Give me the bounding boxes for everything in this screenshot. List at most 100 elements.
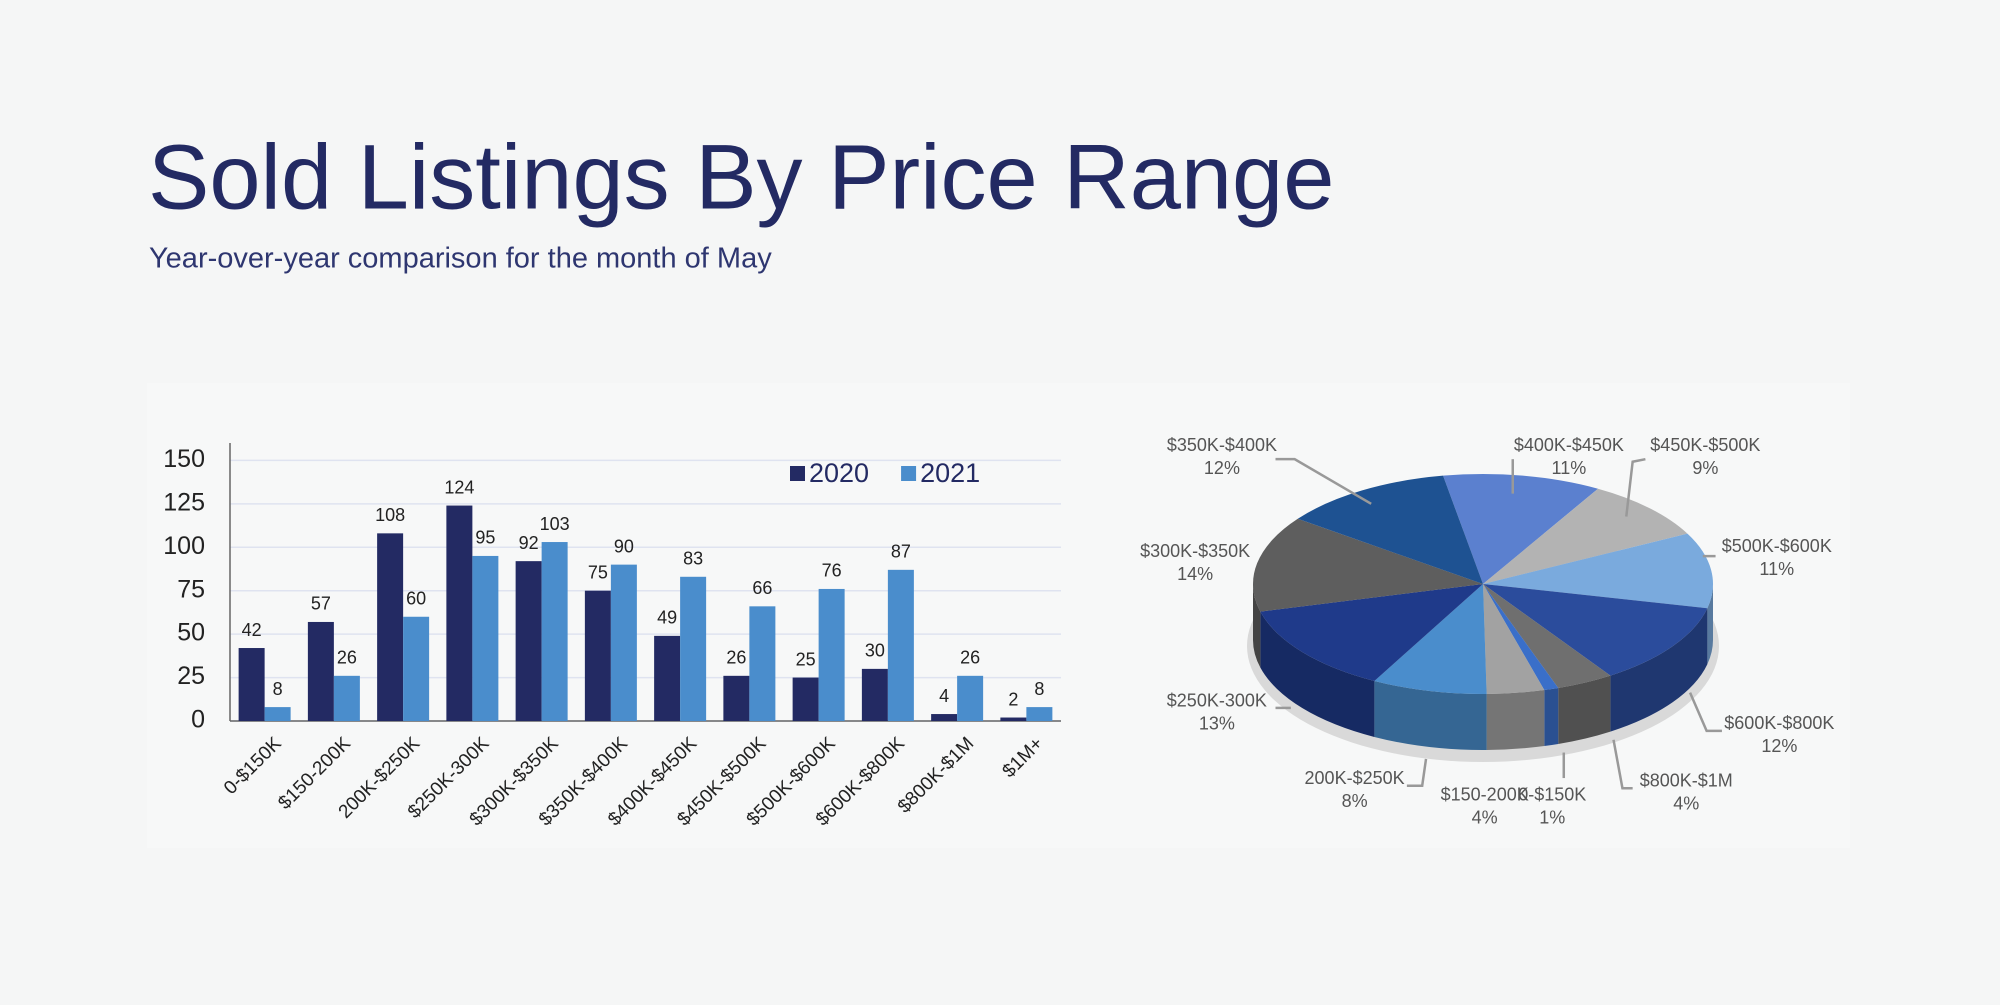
data-label: 75 [588, 562, 608, 582]
data-label: 124 [444, 477, 474, 497]
pie-percent: 13% [1199, 713, 1235, 733]
data-label: 2 [1008, 689, 1018, 709]
y-tick-label: 75 [177, 575, 205, 603]
pie-label: $450K-$500K [1650, 435, 1760, 455]
bar [515, 561, 542, 721]
bar [238, 648, 265, 721]
pie-slice-side [1707, 584, 1713, 665]
pie-slice [1260, 584, 1483, 681]
bar [654, 635, 681, 721]
pie-slice-side [1610, 608, 1708, 732]
data-label: 76 [822, 561, 842, 581]
pie-label: $500K-$600K [1722, 536, 1832, 556]
data-label: 66 [752, 578, 772, 598]
pie-slice-side [1558, 675, 1611, 744]
legend-label: 2020 [809, 458, 869, 488]
pie-percent: 11% [1552, 458, 1587, 478]
bar [307, 621, 334, 721]
bar [680, 576, 707, 721]
leader-line [1688, 692, 1722, 733]
pie-slice [1443, 474, 1598, 584]
data-label: 25 [796, 649, 816, 669]
bar [584, 590, 611, 721]
pie-slice [1483, 533, 1713, 609]
title: Sold Listings By Price Range [148, 126, 1334, 228]
bar [377, 533, 404, 721]
bar [861, 668, 888, 721]
bar [1000, 717, 1027, 721]
bar [403, 616, 430, 721]
y-tick-label: 0 [191, 706, 205, 734]
y-tick-label: 150 [163, 445, 205, 473]
data-label: 108 [375, 505, 405, 525]
bar [792, 677, 819, 721]
data-label: 26 [960, 648, 980, 668]
pie-slice [1297, 475, 1483, 584]
data-label: 57 [311, 594, 331, 614]
pie-slice [1483, 488, 1688, 584]
legend-swatch [790, 466, 805, 481]
data-label: 90 [614, 536, 634, 556]
bar [723, 675, 750, 721]
leader-line [1275, 457, 1372, 505]
bar [1026, 707, 1053, 721]
y-tick-label: 50 [177, 619, 205, 647]
bar [749, 606, 776, 721]
bar [957, 675, 984, 721]
bar [446, 505, 473, 721]
data-label: 42 [242, 620, 262, 640]
pie-label: $800K-$1M [1640, 771, 1733, 791]
pie-slice [1483, 584, 1545, 694]
leader-line [1406, 758, 1428, 787]
leader-line [1612, 739, 1633, 790]
bar [887, 569, 914, 721]
bar [610, 564, 637, 721]
pie-percent: 14% [1177, 564, 1213, 584]
data-label: 26 [726, 648, 746, 668]
data-label: 103 [540, 514, 570, 534]
pie-slice [1374, 584, 1487, 694]
pie-slice-side [1374, 680, 1487, 751]
data-label: 8 [1034, 679, 1044, 699]
pie-slice-side [1260, 611, 1375, 737]
pie-label: $400K-$450K [1514, 435, 1624, 455]
data-label: 26 [337, 648, 357, 668]
bar-chart: 02550751001251500-$150K428$150-200K57262… [163, 443, 1061, 830]
pie-label: $600K-$800K [1724, 713, 1834, 733]
pie-percent: 12% [1204, 458, 1240, 478]
bar [931, 714, 958, 721]
pie-percent: 8% [1342, 791, 1368, 811]
pie-chart: $400K-$450K 11% $450K-$500K 9% $500K-$600K 11… [1140, 435, 1834, 827]
pie-slice-side [1544, 687, 1559, 747]
y-tick-label: 125 [163, 488, 205, 516]
pie-slice [1483, 584, 1708, 676]
data-label: 8 [273, 679, 283, 699]
legend-label: 2021 [920, 458, 980, 488]
pie-percent: 1% [1539, 808, 1565, 828]
data-label: 83 [683, 549, 703, 569]
pie-slice [1253, 518, 1483, 612]
pie-slice [1483, 584, 1611, 688]
data-label: 60 [406, 589, 426, 609]
pie-slice-side [1253, 584, 1261, 668]
pie-slice [1483, 584, 1559, 691]
pie-label: 0-$150K [1518, 785, 1586, 805]
pie-label: 200K-$250K [1305, 768, 1405, 788]
legend-swatch [901, 466, 917, 481]
pie-percent: 9% [1692, 458, 1718, 478]
bar [264, 707, 291, 721]
y-tick-label: 25 [177, 662, 205, 690]
data-label: 4 [939, 686, 949, 706]
pie-percent: 4% [1472, 808, 1498, 828]
bar [818, 588, 845, 721]
pie-label: $150-200K [1441, 785, 1529, 805]
bar [333, 675, 360, 721]
subtitle: Year-over-year comparison for the month … [149, 243, 772, 275]
bar [472, 555, 499, 721]
data-label: 87 [891, 542, 911, 562]
pie-slice-side [1486, 690, 1545, 750]
pie-percent: 4% [1673, 794, 1699, 814]
data-label: 92 [519, 533, 539, 553]
data-label: 95 [475, 528, 495, 548]
